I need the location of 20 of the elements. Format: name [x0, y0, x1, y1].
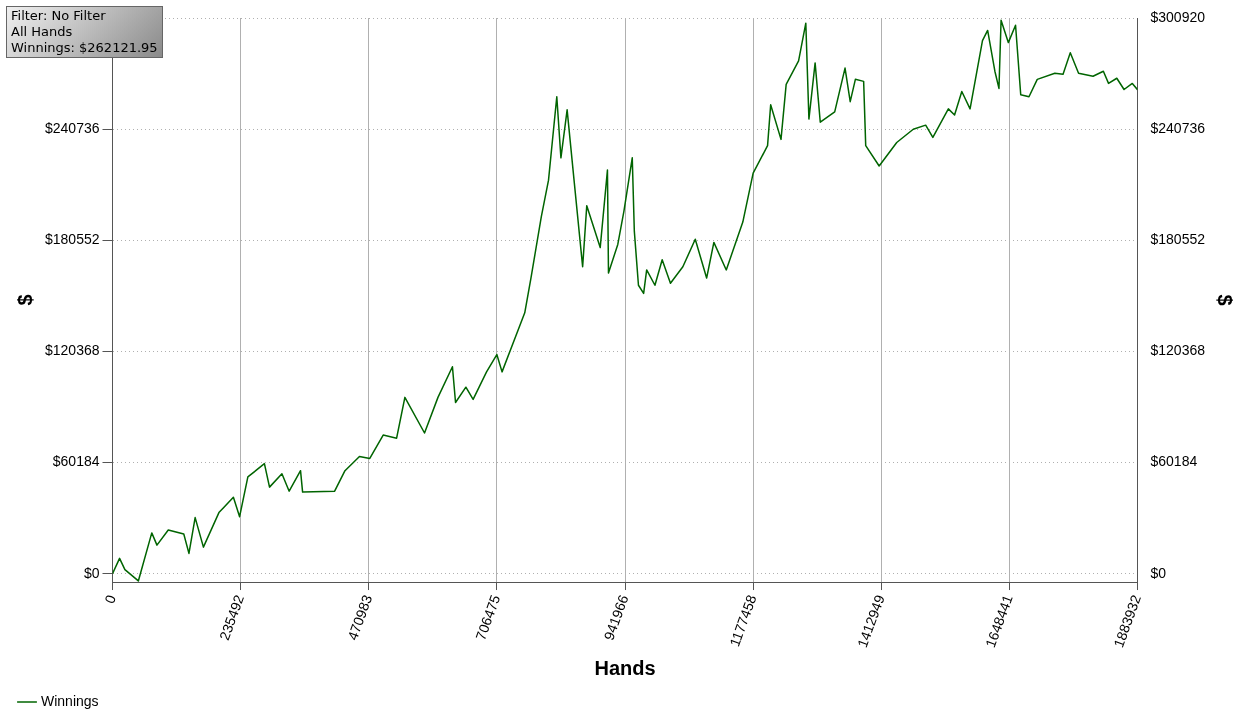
y-tick-label: $180552 [44, 231, 100, 248]
y-axis-title: $ [13, 294, 36, 306]
y2-tick-label: $0 [1150, 564, 1167, 581]
y2-tick-label: $240736 [1150, 120, 1206, 136]
y-tick-label: $0 [83, 564, 100, 581]
y-tick-label: $120368 [44, 342, 100, 359]
y2-tick-label: $60184 [1150, 453, 1198, 470]
y2-tick-label: $120368 [1150, 342, 1206, 359]
text: All Hands [11, 24, 74, 40]
x-axis-title: Hands [594, 656, 656, 679]
y2-tick-label: $300920 [1150, 8, 1206, 25]
y2-tick-label: $180552 [1150, 231, 1206, 248]
y-tick-label: $240736 [44, 120, 100, 136]
x-tick-label: 0 [101, 592, 120, 606]
y-tick-label: $60184 [52, 453, 100, 470]
y2-axis-title: $ [1214, 294, 1237, 306]
x-tick-label: 470983 [344, 592, 376, 643]
annotation: Winnings: $262121.95 [11, 40, 158, 56]
legend-label: Winnings [41, 692, 99, 709]
text: Filter: No Filter [11, 8, 107, 24]
